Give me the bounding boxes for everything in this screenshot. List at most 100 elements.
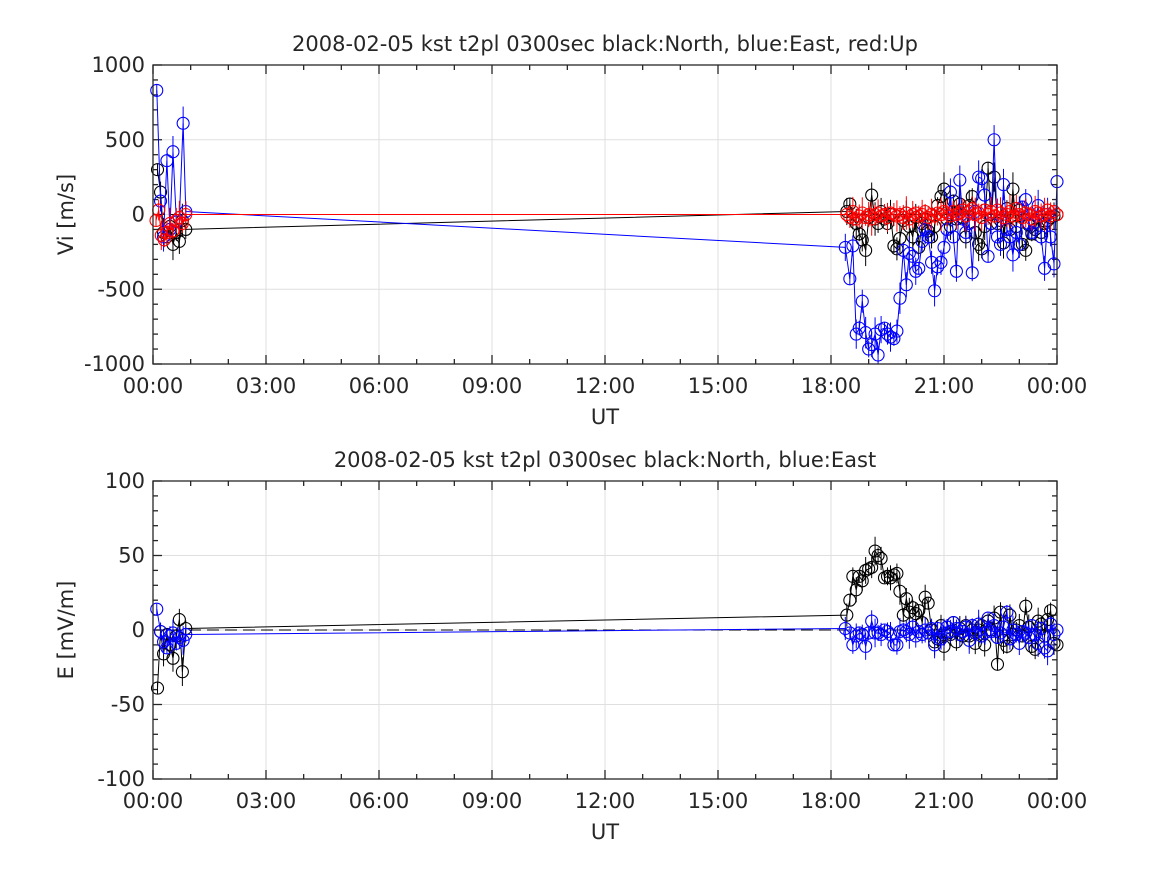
velocity-east-point [943, 185, 957, 199]
velocity-east-point [931, 260, 945, 274]
electric-field-east-point [1012, 636, 1026, 650]
y-tick-label: -1000 [84, 352, 145, 376]
x-tick-label: 15:00 [688, 789, 749, 813]
velocity-east-point [965, 266, 979, 280]
x-tick-label: 09:00 [462, 789, 523, 813]
velocity-east-point [906, 249, 920, 263]
velocity-east-point [166, 145, 180, 159]
electric-field-axes-frame [152, 480, 1058, 780]
velocity-east-point [934, 255, 948, 269]
electric-field-east-point [890, 638, 904, 652]
velocity-east-point [902, 246, 916, 260]
electric-field-east-point [996, 620, 1011, 634]
velocity-east-point [843, 272, 857, 286]
x-tick-label: 06:00 [349, 789, 410, 813]
velocity-east-point [846, 239, 860, 253]
electric-field-y-axis-label: E [mV/m] [54, 581, 78, 680]
x-tick-label: 12:00 [575, 374, 636, 398]
velocity-east-point [981, 249, 995, 263]
y-tick-label: 100 [105, 469, 145, 493]
velocity-north-point [172, 234, 186, 248]
velocity-east-point [972, 170, 986, 184]
y-tick-label: -50 [111, 693, 145, 717]
x-tick-label: 00:00 [123, 789, 184, 813]
velocity-east-point [993, 237, 1008, 251]
velocity-north-point [893, 231, 907, 245]
electric-field-ticks: 00:00 03:00 06:00 09:00 12:00 15:00 18:00 21:00… [97, 469, 1087, 813]
x-tick-label: 21:00 [914, 374, 975, 398]
velocity-east-point [893, 291, 907, 305]
electric-field-east-point [169, 636, 183, 650]
velocity-east-point [838, 240, 852, 254]
electric-field-north-point [150, 681, 165, 695]
velocity-x-axis-label: UT [591, 405, 619, 429]
velocity-north-point [987, 170, 1001, 184]
electric-field-east-point [176, 633, 190, 647]
electric-field-north-point [990, 657, 1005, 671]
velocity-axes-frame [152, 64, 1058, 365]
electric-field-x-axis-label: UT [591, 820, 619, 844]
electric-field-east-point [1006, 623, 1020, 637]
velocity-series-east [150, 83, 1064, 364]
velocity-east-point [953, 173, 967, 187]
electric-field-north-point [890, 566, 904, 580]
electric-field-north-point [871, 548, 885, 563]
electric-field-east-point [179, 627, 193, 642]
velocity-up-point [179, 207, 193, 222]
velocity-north-point [865, 188, 879, 202]
electric-field-chart-title: 2008-02-05 kst t2pl 0300sec black:North,… [334, 448, 876, 472]
velocity-east-point [928, 284, 942, 298]
electric-field-east-point [865, 614, 879, 628]
electric-field-east-point [846, 638, 860, 652]
electric-field-east-point [1000, 605, 1014, 619]
velocity-series-up [149, 194, 1064, 251]
velocity-east-point [937, 240, 951, 254]
velocity-east-point [946, 230, 960, 244]
velocity-east-point [987, 133, 1001, 147]
x-tick-label: 00:00 [123, 374, 184, 398]
electric-field-north-point [899, 592, 913, 606]
velocity-east-point [912, 261, 926, 275]
electric-field-north-point [862, 562, 876, 576]
electric-field-east-point [934, 632, 948, 646]
velocity-north-point [150, 163, 165, 177]
velocity-east-point [1034, 230, 1048, 244]
y-tick-label: 0 [132, 618, 145, 642]
electric-field-panel: 2008-02-05 kst t2pl 0300sec black:North,… [54, 448, 1087, 844]
velocity-east-point [996, 178, 1011, 192]
x-tick-label: 09:00 [462, 374, 523, 398]
velocity-east-point [176, 116, 190, 130]
velocity-east-point [949, 264, 963, 278]
velocity-up-point [157, 233, 171, 247]
x-tick-label: 12:00 [575, 789, 636, 813]
x-tick-label: 03:00 [236, 374, 297, 398]
velocity-east-point [1012, 237, 1026, 251]
y-tick-label: 0 [132, 203, 145, 227]
velocity-east-point [978, 188, 992, 202]
velocity-panel: 2008-02-05 kst t2pl 0300sec black:North,… [54, 32, 1087, 429]
velocity-east-point [975, 172, 989, 186]
velocity-east-point [1047, 257, 1061, 271]
velocity-ticks: 00:00 03:00 06:00 09:00 12:00 15:00 18:00 21:00… [84, 53, 1087, 398]
x-tick-label: 18:00 [801, 789, 862, 813]
velocity-east-point [921, 230, 935, 244]
y-tick-label: 1000 [92, 53, 145, 77]
electric-field-north-point [1019, 599, 1033, 613]
velocity-east-point [909, 264, 923, 278]
velocity-chart-title: 2008-02-05 kst t2pl 0300sec black:North,… [292, 32, 918, 56]
electric-field-east-point [838, 621, 852, 636]
electric-field-east-point [993, 626, 1008, 640]
electric-field-north-point [166, 651, 180, 665]
x-tick-label: 18:00 [801, 374, 862, 398]
x-tick-label: 00:00 [1027, 374, 1088, 398]
electric-field-north-point [887, 568, 901, 582]
x-tick-label: 03:00 [236, 789, 297, 813]
x-tick-label: 21:00 [914, 789, 975, 813]
electric-field-north-point [1041, 613, 1055, 627]
velocity-up-point [149, 213, 163, 228]
electric-field-east-point [1025, 618, 1039, 633]
velocity-north-point [859, 243, 873, 257]
electric-field-north-point [865, 560, 879, 574]
velocity-east-point [899, 278, 913, 292]
